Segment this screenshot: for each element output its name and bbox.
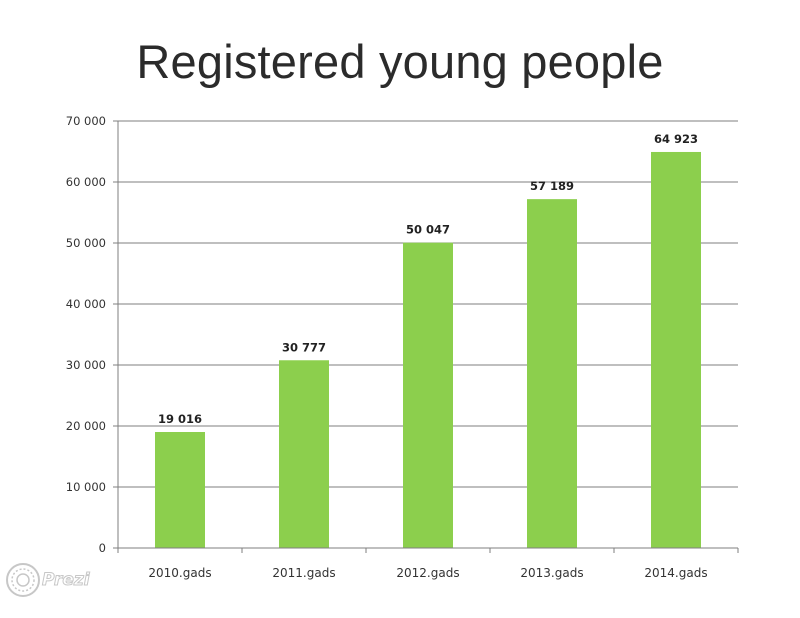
x-category-label: 2014.gads: [644, 566, 707, 580]
bar: [279, 360, 329, 548]
y-tick-label: 10 000: [66, 480, 106, 494]
y-tick-label: 0: [99, 541, 106, 555]
x-category-label: 2011.gads: [272, 566, 335, 580]
data-label: 50 047: [406, 223, 450, 237]
data-label: 30 777: [282, 340, 326, 354]
bar: [651, 151, 701, 548]
prezi-watermark: Prezi: [5, 562, 90, 598]
y-tick-label: 20 000: [66, 419, 106, 433]
y-tick-label: 40 000: [66, 297, 106, 311]
data-label: 57 189: [530, 179, 574, 193]
data-label: 64 923: [654, 132, 698, 146]
y-tick-label: 70 000: [66, 114, 106, 128]
y-tick-label: 50 000: [66, 236, 106, 250]
prezi-logo-icon: [6, 563, 40, 597]
axes: [113, 120, 739, 553]
bar: [527, 199, 577, 548]
bar: [155, 432, 205, 548]
x-category-label: 2013.gads: [520, 566, 583, 580]
y-tick-label: 30 000: [66, 358, 106, 372]
x-category-label: 2010.gads: [148, 566, 211, 580]
prezi-watermark-text: Prezi: [42, 570, 91, 591]
x-category-label: 2012.gads: [396, 566, 459, 580]
bar: [403, 242, 453, 548]
data-label: 19 016: [158, 412, 202, 426]
labels: 0 10 000 20 000 30 000 40 000 50 000 60 000 70 …: [66, 114, 708, 580]
bars: [155, 151, 701, 548]
slide-title: Registered young people: [136, 35, 664, 88]
y-tick-label: 60 000: [66, 175, 106, 189]
